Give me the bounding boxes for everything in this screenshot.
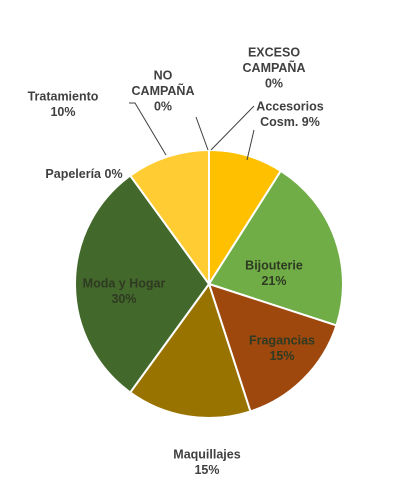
- data-label-moda-y-hogar: Moda y Hogar 30%: [83, 276, 166, 306]
- data-label-bijouterie: Bijouterie 21%: [245, 258, 303, 288]
- pie-slice-moda-y-hogar: [74, 174, 211, 394]
- pie-slice-tratamiento: [128, 148, 210, 288]
- leader-line-accesorios: [246, 129, 255, 161]
- leader-line-tratamiento: [129, 102, 167, 156]
- data-label-maquillajes: Maquillajes 15%: [173, 447, 240, 477]
- pie-slice-bijouterie: [207, 169, 344, 327]
- leader-line-no-campana: [195, 116, 209, 151]
- data-label-tratamiento: Tratamiento 10%: [28, 89, 99, 119]
- data-label-papeleria: Papelería 0%: [45, 167, 122, 181]
- data-label-accesorios-cosm: Accesorios Cosm. 9%: [256, 99, 323, 129]
- leader-line-exceso-campana: [210, 105, 255, 151]
- data-label-exceso-campana: EXCESO CAMPAÑA 0%: [243, 46, 306, 91]
- data-label-fragancias: Fragancias 15%: [249, 333, 315, 363]
- pie-slice-maquillajes: [128, 281, 252, 419]
- data-label-no-campana: NO CAMPAÑA 0%: [132, 69, 195, 114]
